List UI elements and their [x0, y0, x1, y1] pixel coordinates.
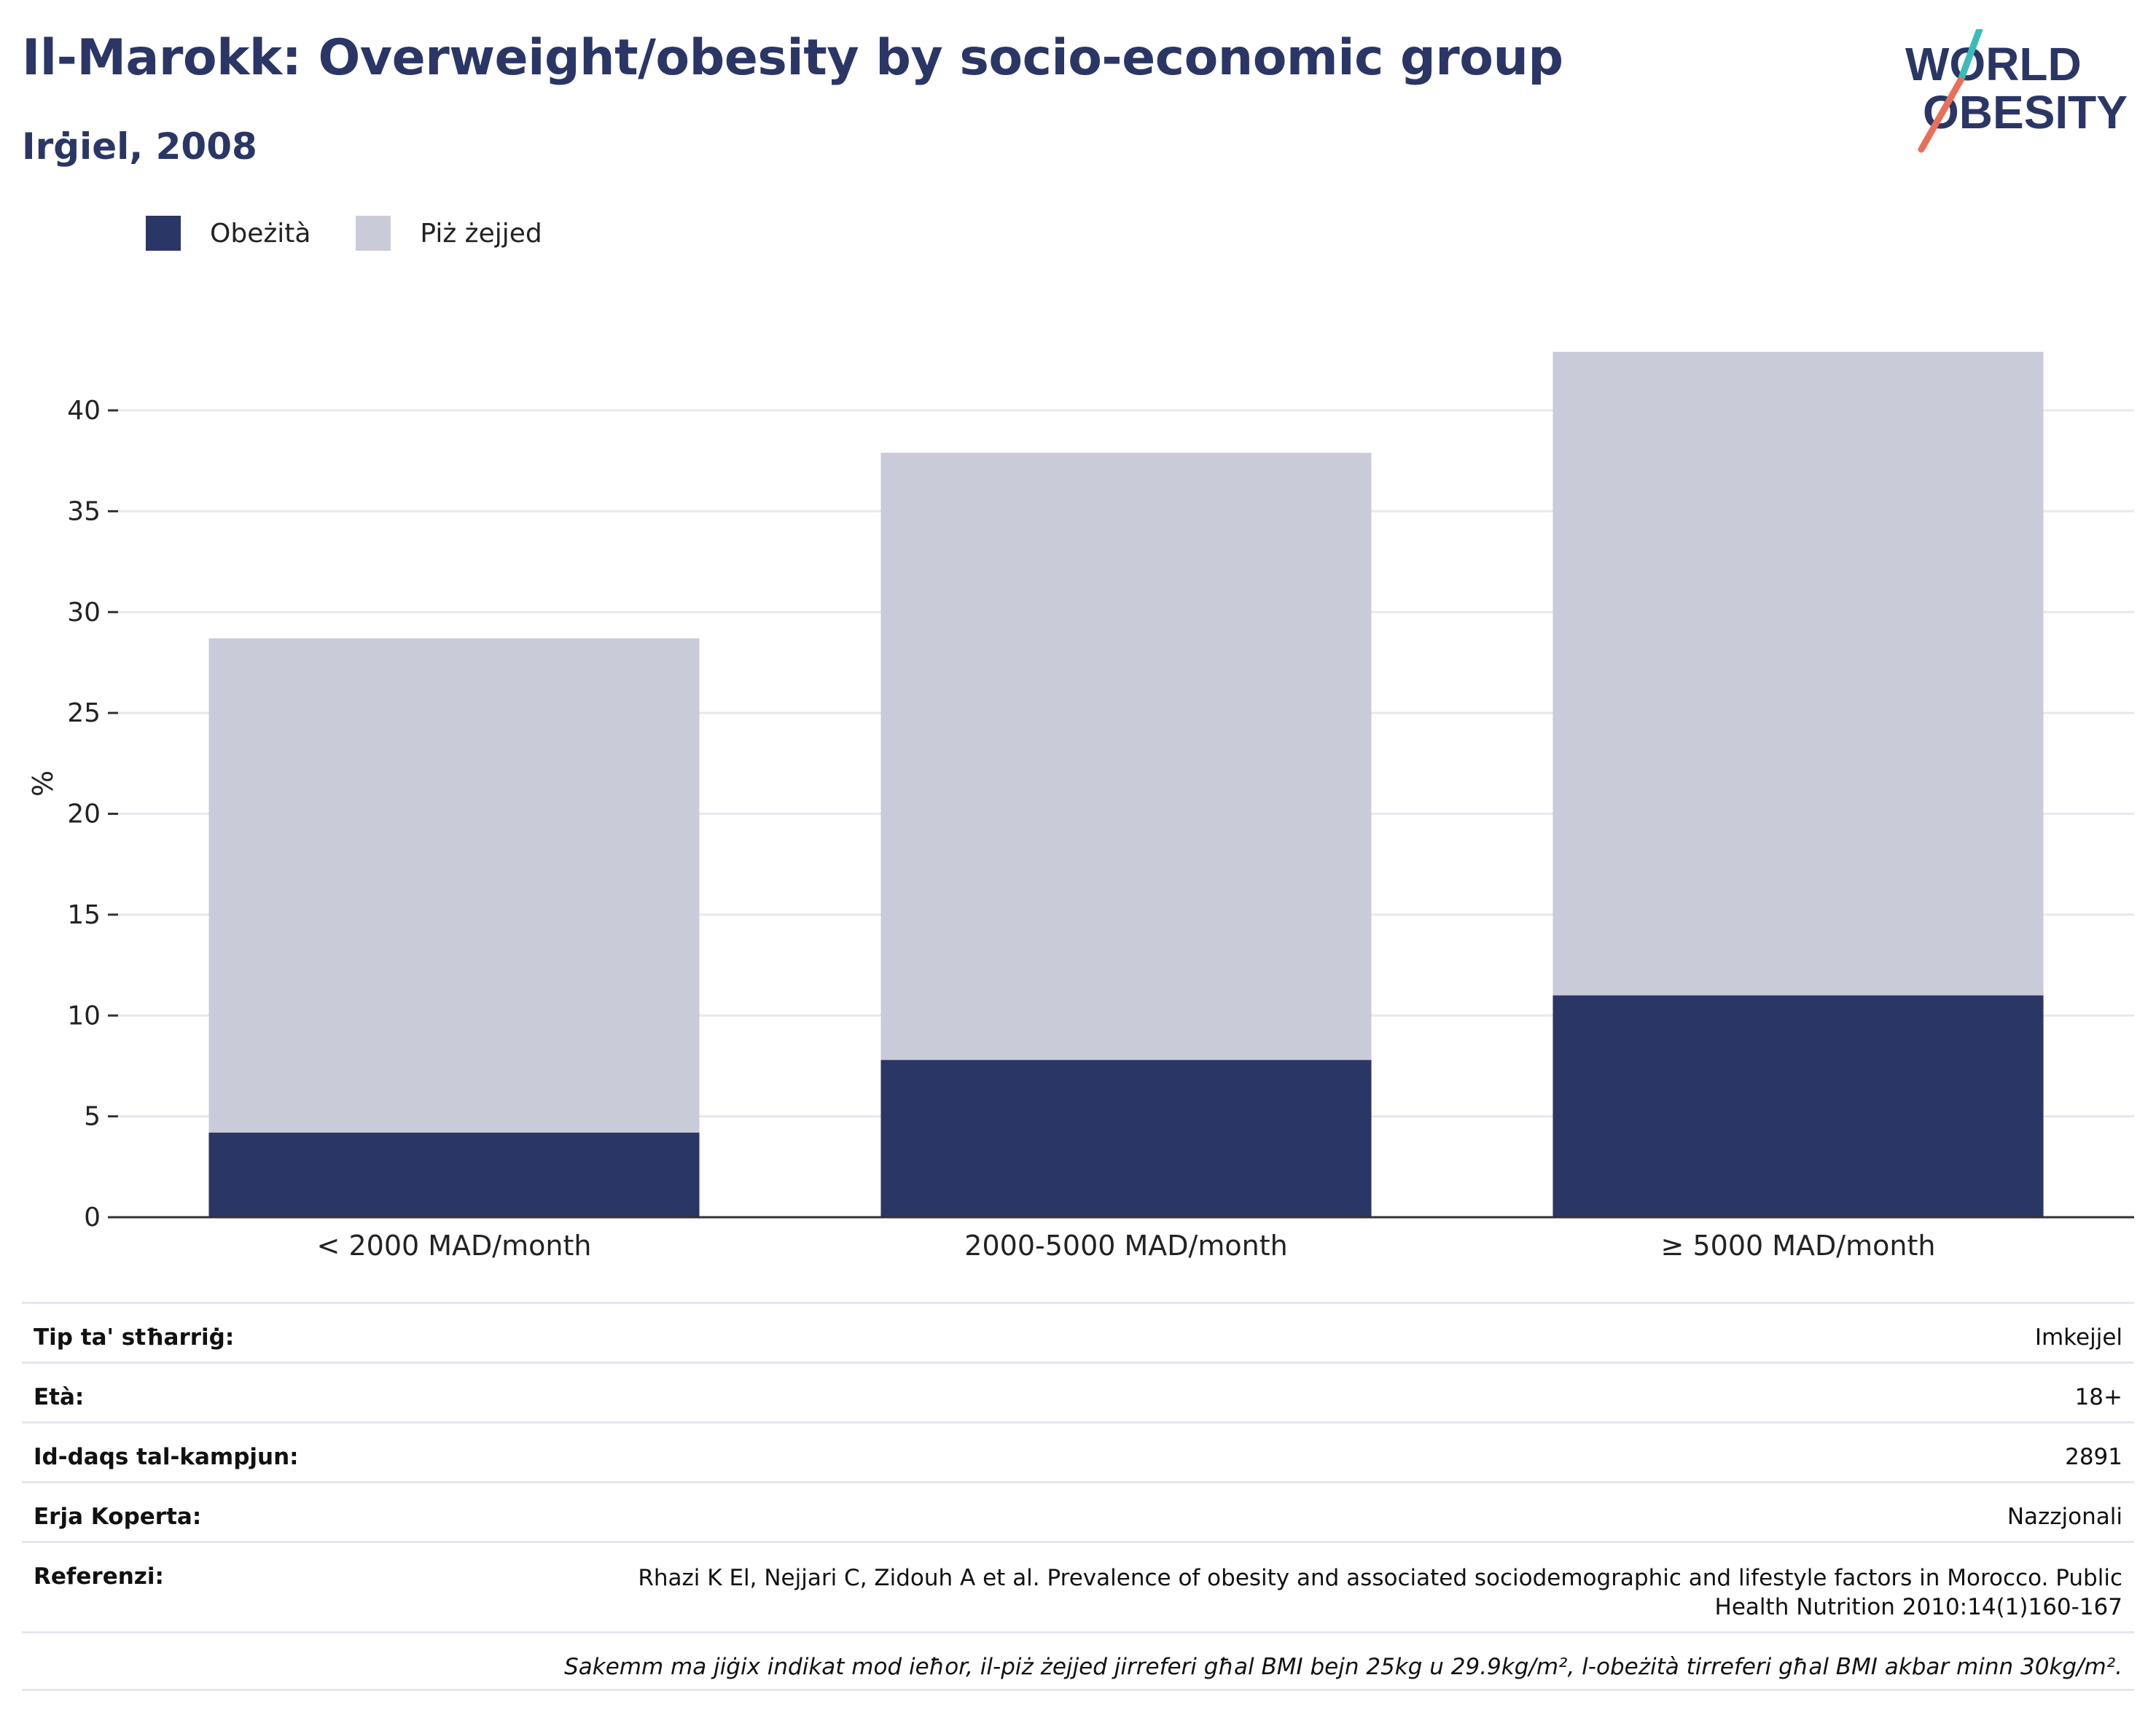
y-tick-label: 5	[84, 1102, 101, 1132]
x-tick-label: < 2000 MAD/month	[317, 1230, 592, 1262]
info-row-age: Età: 18+	[22, 1362, 2134, 1421]
y-tick-label: 35	[67, 496, 101, 526]
info-value: 2891	[2065, 1444, 2122, 1470]
chart-title: Il-Marokk: Overweight/obesity by socio-e…	[22, 29, 1563, 87]
legend-item-overweight: Piż żejjed	[356, 216, 542, 251]
y-tick-label: 10	[67, 1001, 101, 1031]
logo-text-obesity: OBESITY	[1923, 86, 2128, 138]
info-row-sample-size: Id-daqs tal-kampjun: 2891	[22, 1421, 2134, 1481]
legend-label-obesity: Obeżità	[210, 218, 311, 249]
y-tick-label: 15	[67, 900, 101, 930]
bar-obesity	[1552, 995, 2044, 1217]
x-tick-label: 2000-5000 MAD/month	[964, 1230, 1287, 1262]
y-tick-label: 40	[67, 396, 101, 426]
chart-legend: Obeżità Piż żejjed	[146, 216, 587, 251]
y-axis-label: %	[27, 770, 59, 797]
info-key: Erja Koperta:	[34, 1504, 202, 1530]
legend-swatch-obesity	[146, 216, 181, 251]
info-key: Tip ta' stħarriġ:	[34, 1324, 235, 1351]
bar-obesity	[880, 1060, 1372, 1217]
y-tick-label: 30	[67, 598, 101, 628]
info-row-references: Referenzi: Rhazi K El, Nejjari C, Zidouh…	[22, 1541, 2134, 1631]
info-value: 18+	[2074, 1384, 2122, 1410]
info-key: Età:	[34, 1384, 85, 1410]
info-value: Nazzjonali	[2007, 1504, 2122, 1530]
bar-overweight	[880, 453, 1372, 1061]
info-row-survey-type: Tip ta' stħarriġ: Imkejjel	[22, 1302, 2134, 1362]
bmi-definition-note: Sakemm ma jiġix indikat mod ieħor, il-pi…	[22, 1631, 2134, 1691]
bar-overweight	[1552, 351, 2044, 996]
chart-subtitle: Irġiel, 2008	[22, 125, 257, 168]
y-tick-label: 0	[84, 1203, 101, 1233]
logo-text-world: WORLD	[1905, 38, 2082, 90]
info-key: Referenzi:	[34, 1563, 164, 1590]
y-tick-label: 20	[67, 800, 101, 829]
y-tick-label: 25	[67, 698, 101, 728]
info-row-area-covered: Erja Koperta: Nazzjonali	[22, 1481, 2134, 1541]
survey-info-table: Tip ta' stħarriġ: Imkejjel Età: 18+ Id-d…	[22, 1302, 2134, 1691]
info-key: Id-daqs tal-kampjun:	[34, 1444, 299, 1470]
legend-label-overweight: Piż żejjed	[420, 218, 542, 249]
stacked-bar-chart: 0 5 10 15 20 25 30 35 40% < 2000 MAD/month 2000-50…	[27, 351, 2134, 1262]
world-obesity-logo: WORLD OBESITY	[1905, 29, 2128, 153]
logo-slash-top	[1957, 29, 1983, 84]
bar-obesity	[208, 1132, 700, 1217]
legend-item-obesity: Obeżità	[146, 216, 310, 251]
bar-overweight	[208, 638, 700, 1133]
x-tick-label: ≥ 5000 MAD/month	[1661, 1230, 1936, 1262]
logo-slash-bottom	[1918, 77, 1964, 153]
info-value: Rhazi K El, Nejjari C, Zidouh A et al. P…	[638, 1565, 2122, 1620]
legend-swatch-overweight	[356, 216, 391, 251]
info-value: Imkejjel	[2034, 1324, 2122, 1351]
